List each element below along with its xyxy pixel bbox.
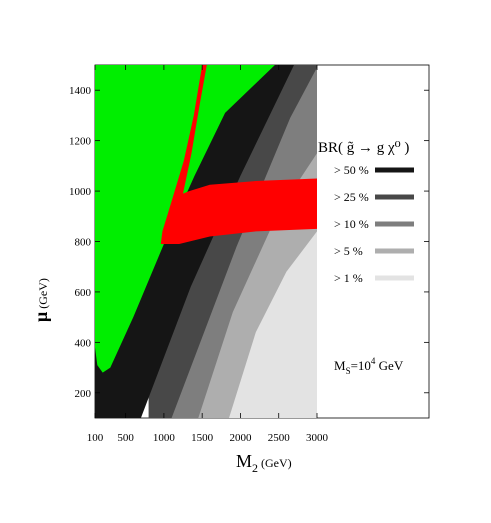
y-tick-label: 1400 (69, 85, 92, 97)
legend-label: > 5 % (334, 244, 363, 258)
region-excluded (95, 65, 275, 373)
x-tick-label: 100 (87, 432, 104, 444)
x-axis-main: M (236, 451, 252, 471)
legend-label: > 10 % (334, 217, 369, 231)
legend-label: > 50 % (334, 163, 369, 177)
axis-ticks (94, 65, 429, 418)
x-tick-label: 3000 (306, 432, 329, 444)
legend-label: > 25 % (334, 190, 369, 204)
x-tick-label: 2000 (229, 432, 252, 444)
x-axis-title: M2 (GeV) (236, 451, 292, 475)
x-tick-label: 2500 (268, 432, 291, 444)
y-tick-label: 200 (75, 388, 92, 400)
br-regions (95, 65, 317, 418)
y-tick-label: 600 (75, 287, 92, 299)
legend-label: > 1 % (334, 271, 363, 285)
x-tick-label: 500 (117, 432, 134, 444)
region-band (160, 65, 317, 244)
y-tick-label: 800 (75, 237, 92, 249)
y-tick-label: 1200 (69, 136, 92, 148)
x-tick-labels: 100 500 1000 1500 2000 2500 3000 (87, 432, 329, 444)
y-axis-main: μ (31, 312, 51, 322)
annotation-main: M (334, 358, 346, 373)
x-tick-label: 1000 (153, 432, 176, 444)
legend-title: BR( g̃ → g χ⁰ ) (318, 140, 409, 156)
annotation-sub: S (346, 366, 351, 376)
legend-entries: > 50 % > 25 % > 10 % > 5 % > 1 % (334, 163, 414, 285)
y-axis-title: μ (GeV) (31, 278, 51, 322)
annotation-unit: GeV (375, 358, 403, 373)
scale-annotation: MS=104 GeV (334, 356, 404, 376)
x-axis-sub: 2 (252, 461, 258, 475)
x-tick-label: 1500 (191, 432, 214, 444)
annotation-sup: 4 (371, 356, 376, 366)
y-tick-label: 400 (75, 337, 92, 349)
x-axis-unit: (GeV) (261, 456, 292, 470)
legend: BR( g̃ → g χ⁰ ) > 50 %> 25 %> 10 %> 5 %>… (318, 140, 414, 285)
y-tick-labels: 200 400 600 800 1000 1200 1400 (69, 85, 92, 400)
y-tick-label: 1000 (69, 186, 92, 198)
y-axis-unit: (GeV) (36, 278, 50, 309)
annotation-eq: =10 (351, 358, 371, 373)
